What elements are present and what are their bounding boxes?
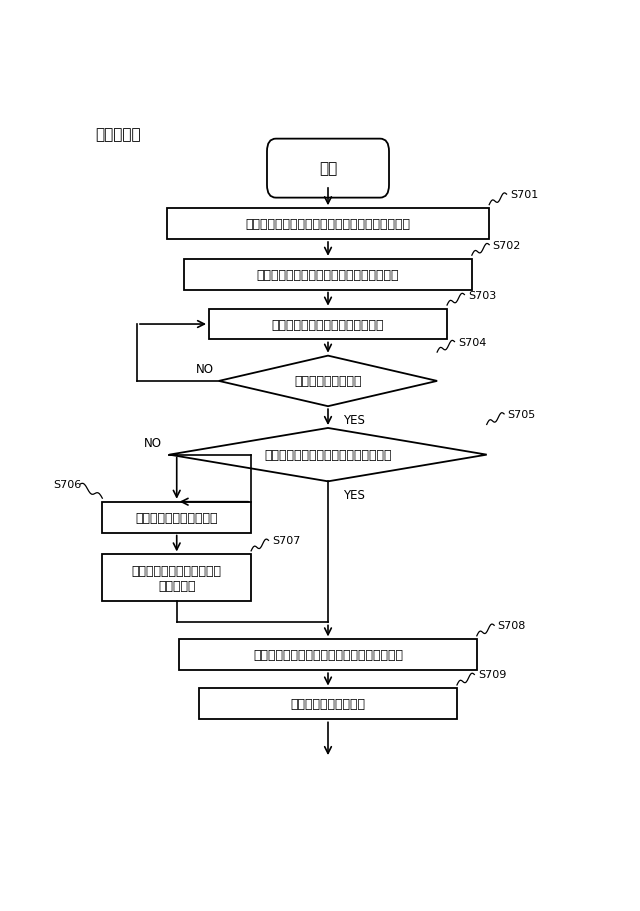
Text: S706: S706 [53, 479, 81, 489]
Text: 変更量に基づき検出基準の
位置を変更: 変更量に基づき検出基準の 位置を変更 [132, 564, 221, 592]
Text: 非接触操作が検出基準で検出された？: 非接触操作が検出基準で検出された？ [264, 448, 392, 462]
FancyBboxPatch shape [267, 139, 389, 199]
Bar [102, 502, 251, 533]
Bar [167, 209, 489, 240]
Text: S701: S701 [510, 189, 538, 200]
Text: S703: S703 [468, 291, 496, 301]
Text: S708: S708 [498, 620, 526, 630]
Text: NO: NO [196, 363, 214, 375]
Bar [209, 309, 447, 340]
Text: S707: S707 [272, 536, 300, 546]
Text: 第１のキャリブレーション処理モード開始: 第１のキャリブレーション処理モード開始 [257, 269, 399, 281]
Polygon shape [169, 428, 487, 482]
Text: S709: S709 [478, 670, 506, 680]
Bar [102, 555, 251, 601]
Text: S704: S704 [458, 337, 486, 347]
Text: S705: S705 [508, 409, 536, 419]
Text: 【図５５】: 【図５５】 [95, 127, 141, 142]
Text: キャリブレーション用空中像表示: キャリブレーション用空中像表示 [272, 318, 384, 332]
Text: 空中像操作モード開始: 空中像操作モード開始 [291, 698, 365, 711]
Text: YES: YES [343, 414, 365, 426]
Text: YES: YES [343, 489, 365, 502]
Text: NO: NO [144, 436, 162, 449]
Text: 第１のキャリブレーション処理モード選択を認識: 第１のキャリブレーション処理モード選択を認識 [246, 218, 410, 230]
Text: 検出基準の変更量を算出: 検出基準の変更量を算出 [136, 511, 218, 524]
Bar [199, 689, 457, 720]
Bar [179, 640, 477, 670]
Text: S702: S702 [493, 241, 521, 251]
Text: 開始: 開始 [319, 161, 337, 177]
Bar [184, 260, 472, 291]
Text: 第１のキャリブレーション処理モードを終了: 第１のキャリブレーション処理モードを終了 [253, 649, 403, 661]
Polygon shape [219, 356, 437, 406]
Text: 非接触操作を検出？: 非接触操作を検出？ [294, 375, 362, 388]
